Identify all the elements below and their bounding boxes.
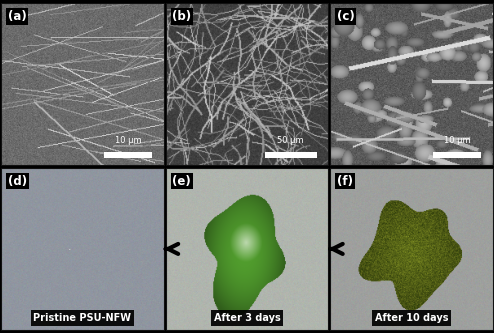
Text: (a): (a): [8, 10, 27, 23]
FancyBboxPatch shape: [104, 152, 152, 158]
Text: (f): (f): [337, 174, 353, 187]
FancyBboxPatch shape: [265, 152, 317, 158]
Text: (e): (e): [172, 174, 191, 187]
Text: Pristine PSU-NFW: Pristine PSU-NFW: [34, 313, 131, 323]
Text: 10 μm: 10 μm: [115, 136, 141, 145]
Text: After 10 days: After 10 days: [375, 313, 448, 323]
Text: (d): (d): [8, 174, 27, 187]
Text: After 3 days: After 3 days: [213, 313, 281, 323]
Text: 10 μm: 10 μm: [444, 136, 470, 145]
Text: (c): (c): [337, 10, 355, 23]
FancyBboxPatch shape: [433, 152, 481, 158]
Text: (b): (b): [172, 10, 192, 23]
Text: 50 μm: 50 μm: [278, 136, 304, 145]
